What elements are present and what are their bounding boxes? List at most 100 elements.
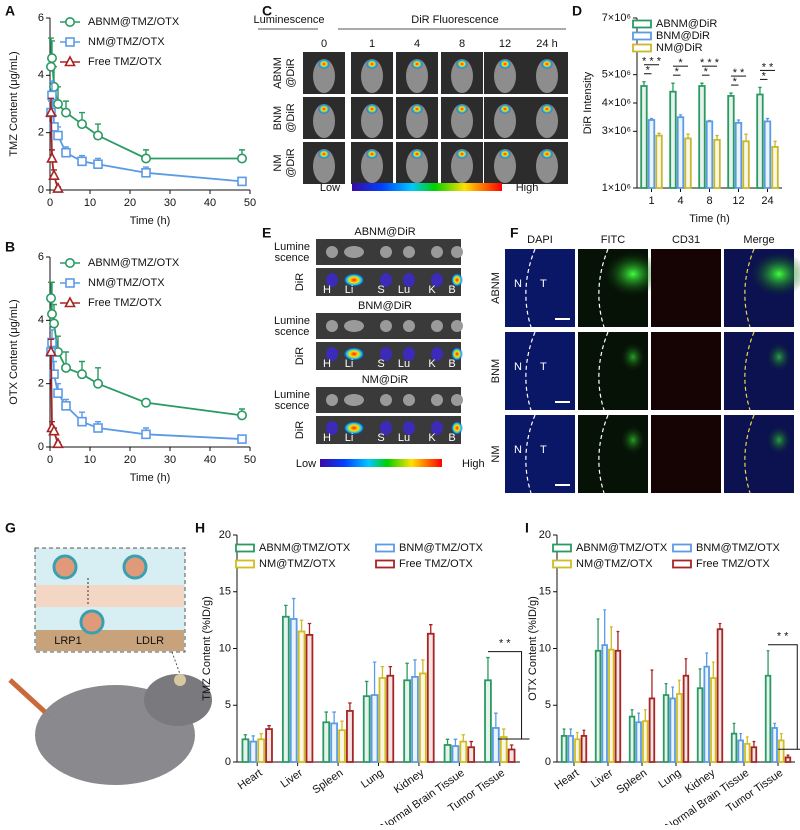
bar — [492, 727, 500, 763]
header: DiR Fluorescence — [411, 14, 498, 26]
marker — [46, 308, 57, 319]
bar — [716, 628, 724, 763]
bar — [346, 710, 354, 763]
row-label: ABNM — [272, 57, 284, 89]
y-tick-label: 0 — [38, 184, 44, 196]
organ-label: Li — [345, 284, 354, 296]
boundary — [598, 248, 609, 328]
x-tick-label: 50 — [244, 197, 256, 209]
syringe — [8, 678, 47, 714]
bar — [241, 738, 250, 763]
nanoparticle — [79, 609, 105, 635]
error-bar — [609, 626, 613, 650]
marker — [52, 437, 64, 449]
boundary — [525, 414, 536, 494]
x-tick-label: 1 — [648, 195, 654, 207]
x-tick-label: Heart — [552, 767, 581, 792]
bar — [499, 736, 508, 763]
bar — [386, 674, 395, 763]
organ — [326, 246, 338, 258]
y-tick-label: 5 — [545, 699, 551, 711]
legend-swatch — [672, 543, 692, 553]
tumor — [174, 674, 186, 686]
error-bar — [705, 652, 709, 667]
organ-signal — [343, 273, 365, 287]
x-tick-label: 24 — [761, 195, 773, 207]
marker — [93, 130, 104, 141]
organ — [326, 320, 338, 332]
region-label: N — [514, 361, 522, 373]
error-bar — [486, 656, 490, 681]
error-bar — [744, 133, 748, 142]
mouse-silhouette — [536, 149, 558, 183]
error-bar — [700, 82, 704, 86]
error-bar — [707, 119, 712, 122]
signal — [541, 59, 553, 69]
signal — [499, 104, 511, 114]
colorbar — [352, 183, 502, 191]
y-tick-label: 2 — [38, 378, 44, 390]
organ-signal — [326, 273, 338, 287]
error-bar — [340, 720, 344, 731]
marker — [48, 81, 59, 92]
error-bar — [461, 734, 466, 742]
bar — [750, 746, 758, 763]
error-bar — [773, 140, 777, 147]
boundary — [525, 248, 536, 328]
micrograph — [724, 415, 794, 493]
bar — [484, 679, 492, 763]
bar — [419, 672, 427, 763]
nanoparticle — [52, 554, 78, 580]
organ — [344, 320, 364, 332]
organ-label: S — [377, 358, 384, 370]
bar — [378, 677, 387, 763]
bar — [297, 630, 306, 763]
legend-label: NM@TMZ/OTX — [88, 36, 165, 48]
error-bar — [698, 668, 702, 689]
y-tick-label: 1×10⁶ — [602, 182, 631, 194]
panel-letter: H — [195, 520, 205, 536]
legend-marker — [65, 257, 76, 268]
organ — [403, 246, 415, 258]
error-bar — [773, 722, 777, 728]
x-tick-label: 8 — [706, 195, 712, 207]
signal — [541, 149, 553, 159]
organ — [326, 394, 338, 406]
bar — [763, 120, 772, 189]
bar — [330, 722, 338, 763]
legend-swatch — [235, 543, 255, 553]
micrograph — [724, 332, 794, 410]
fitc-signal — [767, 426, 791, 454]
significance: * * — [777, 631, 789, 643]
legend-label: ABNM@TMZ/OTX — [259, 542, 351, 554]
y-tick-label: 0 — [225, 756, 231, 768]
legend-swatch — [632, 19, 652, 29]
error-bar — [364, 680, 369, 697]
legend-swatch — [552, 559, 572, 569]
organ-signal — [380, 273, 392, 287]
row-label: NM — [490, 445, 502, 462]
x-tick-label: 20 — [124, 197, 136, 209]
organ-label: B — [448, 358, 455, 370]
error-bar — [603, 609, 607, 646]
bar — [411, 675, 419, 763]
legend-marker — [65, 278, 75, 288]
bar — [727, 95, 735, 189]
bar — [608, 648, 615, 763]
endothelium — [36, 585, 184, 607]
mouse-silhouette — [313, 59, 335, 93]
y-tick-label: 15 — [539, 586, 551, 598]
bar — [265, 728, 273, 763]
signal — [318, 104, 330, 114]
x-tick-label: 0 — [47, 454, 53, 466]
bar — [764, 674, 772, 763]
marker — [141, 429, 151, 440]
legend-swatch — [375, 543, 395, 553]
legend-swatch — [552, 543, 572, 553]
organ — [380, 246, 392, 258]
mouse-silhouette — [361, 104, 383, 138]
bar — [676, 116, 685, 189]
error-bar — [786, 754, 790, 758]
panel-letter: A — [5, 3, 15, 19]
